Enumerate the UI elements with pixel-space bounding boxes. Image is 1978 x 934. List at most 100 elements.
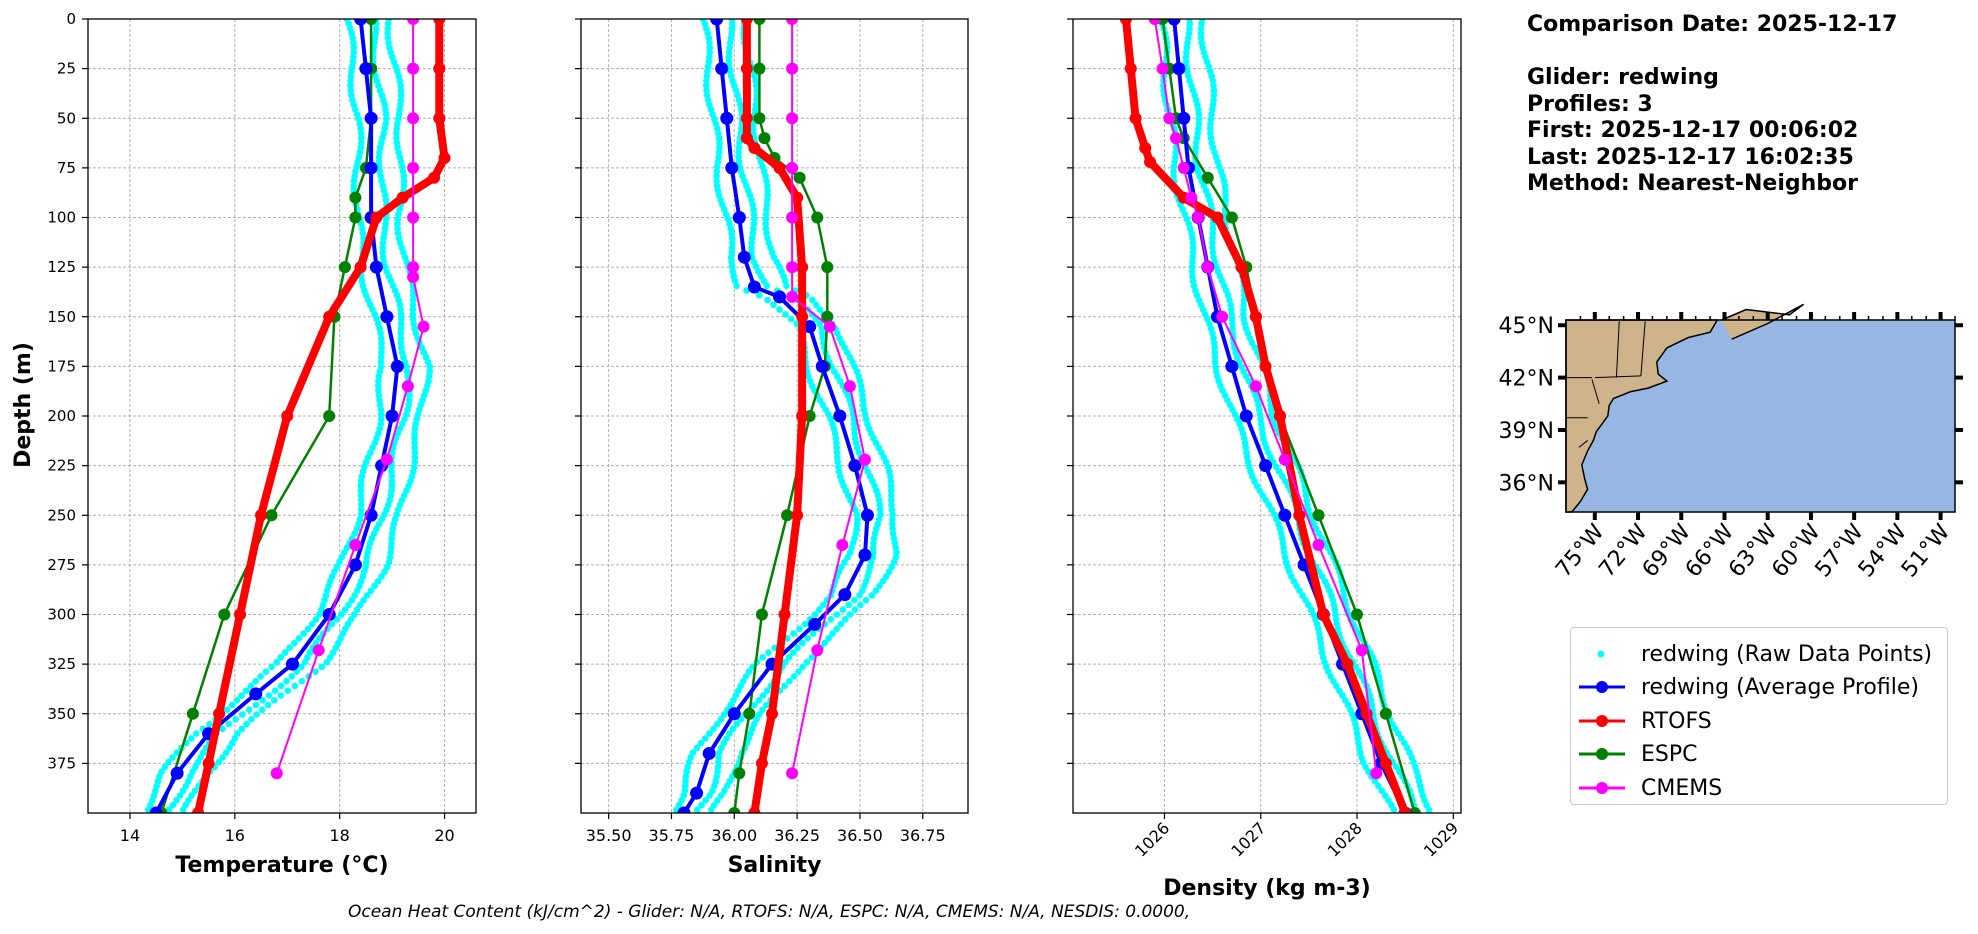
raw-point	[144, 806, 152, 813]
raw-point	[869, 544, 877, 552]
raw-point	[1339, 692, 1346, 699]
raw-point	[1240, 311, 1247, 318]
raw-point	[378, 344, 385, 352]
raw-point	[763, 282, 771, 290]
legend-item-rtofs: RTOFS	[1571, 705, 1712, 737]
series-cmems	[270, 19, 430, 780]
raw-point	[1189, 258, 1196, 266]
raw-point	[812, 301, 820, 309]
x-tick-label: 35.50	[586, 826, 632, 845]
legend-symbol	[1579, 782, 1625, 794]
series-point	[364, 161, 378, 175]
raw-point	[248, 716, 255, 723]
series-redwing-average-profile-	[149, 19, 404, 813]
raw-point	[347, 82, 354, 89]
raw-point	[714, 763, 722, 771]
raw-point	[1385, 796, 1392, 804]
series-point	[677, 806, 691, 813]
raw-point	[815, 606, 823, 614]
raw-point	[165, 806, 173, 813]
raw-point	[888, 501, 895, 509]
map-state-border	[1594, 375, 1641, 379]
raw-point	[1362, 763, 1369, 771]
raw-point	[409, 292, 417, 299]
raw-point	[357, 482, 365, 490]
raw-point	[378, 411, 385, 418]
series-rtofs	[192, 19, 451, 813]
legend-symbol	[1579, 748, 1625, 760]
raw-point	[839, 606, 847, 614]
raw-point	[371, 582, 378, 590]
series-point	[1225, 359, 1239, 373]
series-point	[815, 359, 829, 373]
raw-point	[400, 182, 408, 190]
series-point	[407, 112, 420, 125]
raw-point	[1355, 668, 1363, 675]
map-nova-scotia	[1721, 303, 1805, 340]
x-tick-label: 18	[329, 826, 349, 845]
raw-point	[715, 758, 722, 766]
raw-point	[795, 668, 802, 675]
raw-point	[411, 425, 419, 433]
raw-point	[833, 439, 840, 447]
raw-point	[1381, 792, 1389, 799]
raw-point	[291, 639, 298, 647]
lon-tick-label: 72°W	[1594, 520, 1652, 583]
raw-point	[375, 387, 382, 394]
y-tick-label: 175	[47, 357, 76, 375]
series-point	[843, 380, 856, 393]
raw-point	[750, 211, 758, 218]
series-point	[786, 767, 799, 780]
series-point	[365, 19, 378, 25]
x-tick-label: 1029	[1420, 818, 1462, 860]
raw-point	[850, 420, 858, 428]
raw-point	[819, 401, 827, 409]
series-point	[753, 112, 766, 125]
raw-point	[374, 382, 382, 390]
series-line	[154, 19, 400, 813]
raw-point	[179, 787, 187, 795]
y-tick-label: 200	[47, 407, 76, 425]
raw-point	[409, 311, 417, 318]
raw-point	[1189, 234, 1196, 242]
raw-point	[259, 696, 266, 704]
raw-point	[753, 82, 760, 89]
raw-point	[827, 615, 835, 623]
raw-point	[1170, 163, 1178, 170]
series-point	[848, 459, 862, 473]
raw-point	[1211, 358, 1219, 366]
raw-point	[372, 25, 380, 32]
raw-point	[1170, 172, 1177, 180]
raw-point	[1195, 110, 1203, 118]
raw-point	[1378, 787, 1386, 795]
series-point	[1129, 112, 1142, 125]
x-tick-label: 16	[225, 826, 245, 845]
raw-point	[1188, 268, 1196, 275]
x-axis-label: Density (kg m-3)	[1163, 876, 1371, 901]
raw-point	[733, 720, 741, 728]
raw-point	[889, 515, 896, 523]
series-point	[786, 261, 799, 274]
raw-point	[350, 182, 357, 190]
raw-point	[831, 368, 838, 375]
raw-point	[1352, 663, 1360, 671]
raw-point	[1330, 677, 1337, 685]
raw-point	[318, 663, 326, 671]
raw-point	[763, 201, 771, 209]
raw-point	[783, 282, 790, 290]
raw-point	[681, 782, 689, 790]
raw-point	[225, 720, 233, 728]
raw-point	[819, 601, 827, 609]
raw-point	[1318, 573, 1326, 580]
series-redwing-average-profile-	[677, 19, 874, 813]
raw-point	[717, 792, 725, 799]
raw-point	[809, 630, 817, 637]
raw-point	[357, 496, 365, 504]
series-point	[407, 271, 420, 284]
raw-point	[1207, 120, 1214, 128]
raw-point	[770, 253, 778, 261]
series-point	[858, 548, 872, 562]
raw-point	[357, 506, 365, 513]
raw-point	[1183, 49, 1190, 56]
series-point	[781, 509, 794, 522]
